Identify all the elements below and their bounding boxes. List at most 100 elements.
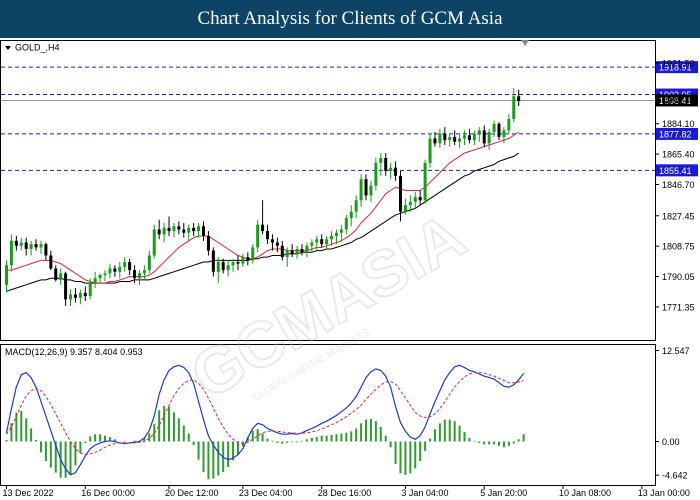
candle-body: [398, 175, 402, 212]
level-tag: [656, 164, 698, 177]
level-label: 1877.82: [659, 129, 692, 139]
current-price-tag: [656, 94, 698, 107]
signal-line: [6, 372, 524, 456]
macd-lines: [5, 364, 525, 476]
candle-body: [187, 227, 191, 233]
candle-body: [113, 268, 117, 272]
time-axis: 13 Dec 2022 16 Dec 00:00 20 Dec 12:00 23 De…: [3, 485, 690, 498]
candle-body: [344, 218, 348, 230]
candle-body: [236, 262, 240, 264]
candle-body: [487, 132, 491, 144]
price-tick-label: 1884.10: [662, 119, 695, 129]
candle-body: [502, 130, 506, 137]
candle-body: [201, 226, 205, 236]
time-tick-label: 28 Dec 16:00: [318, 488, 372, 498]
level-label: 1918.91: [659, 63, 692, 73]
candle-body: [349, 211, 353, 219]
candle-body: [157, 229, 161, 235]
candle-body: [334, 232, 338, 236]
candle-body: [418, 197, 422, 201]
price-tick-label: 1898.41: [662, 96, 695, 106]
candle-body: [93, 278, 97, 284]
candle-body: [83, 292, 87, 297]
candle-body: [261, 224, 265, 232]
candle-body: [438, 133, 442, 144]
candle-body: [507, 119, 511, 131]
candle-body: [290, 250, 294, 254]
price-tick-label: 1771.35: [662, 302, 695, 312]
candle-body: [9, 240, 13, 266]
price-tick-label: 1808.75: [662, 242, 695, 252]
candle-body: [19, 242, 23, 246]
price-panel-frame: [0, 40, 656, 341]
candle-body: [389, 167, 393, 171]
candle-body: [5, 265, 8, 285]
candle-body: [14, 240, 18, 246]
candle-body: [211, 250, 215, 272]
candle-body: [492, 123, 496, 132]
macd-panel-frame: [0, 344, 656, 486]
header-banner: Chart Analysis for Clients of GCM Asia: [0, 0, 700, 38]
candle-body: [88, 283, 92, 297]
candle-body: [472, 133, 476, 141]
candle-body: [310, 242, 314, 246]
candle-body: [512, 96, 516, 119]
macd-label: MACD(12,26,9) 9.357 8.404 0.953: [5, 347, 143, 357]
candle-body: [221, 262, 225, 271]
candle-body: [216, 262, 220, 272]
candle-body: [78, 292, 82, 298]
candle-body: [394, 167, 398, 176]
candle-body: [359, 179, 363, 201]
candle-body: [482, 130, 486, 144]
price-tick-label: 1846.70: [662, 180, 695, 190]
candle-body: [443, 133, 447, 141]
symbol-label: GOLD_,H4: [15, 43, 60, 53]
candle-body: [330, 236, 334, 240]
ma-slow-line: [6, 152, 519, 292]
candle-body: [280, 245, 284, 258]
price-tick-label: 1790.05: [662, 272, 695, 282]
time-tick-label: 20 Dec 12:00: [165, 488, 219, 498]
time-tick-label: 10 Jan 08:00: [559, 488, 611, 498]
candle-body: [54, 268, 58, 280]
level-label: 1855.41: [659, 166, 692, 176]
candle-body: [423, 162, 427, 201]
candle-body: [34, 244, 38, 248]
candle-body: [226, 265, 230, 271]
macd-axis: 12.547 0.00 -4.642: [655, 346, 690, 481]
time-tick-label: 16 Dec 00:00: [81, 488, 135, 498]
candle-body: [448, 136, 452, 141]
candle-body: [152, 229, 156, 256]
candle-body: [59, 273, 63, 280]
candle-body: [369, 185, 373, 196]
current-price-label: 1898.41: [659, 96, 692, 106]
candle-body: [275, 242, 279, 246]
candle-body: [463, 135, 467, 139]
candle-body: [497, 123, 501, 137]
dropdown-triangle-icon[interactable]: [5, 46, 11, 50]
candle-body: [300, 249, 304, 253]
candle-body: [408, 201, 412, 206]
macd-line: [5, 364, 525, 476]
candle-body: [354, 200, 358, 212]
shift-marker-icon[interactable]: [521, 40, 529, 46]
candle-body: [128, 262, 132, 271]
candle-body: [453, 136, 457, 142]
macd-tick-label: 0.00: [662, 437, 680, 447]
candle-body: [137, 273, 141, 279]
candle-body: [384, 158, 388, 171]
candle-body: [73, 294, 77, 298]
candle-body: [147, 255, 151, 271]
time-tick-label: 3 Jan 04:00: [401, 488, 448, 498]
candle-body: [467, 135, 471, 141]
candle-body: [24, 242, 28, 249]
candle-body: [231, 262, 235, 266]
candle-body: [29, 244, 33, 249]
time-tick-label: 13 Dec 2022: [3, 488, 54, 498]
candle-body: [241, 257, 245, 264]
candle-body: [108, 268, 112, 274]
moving-averages: [6, 131, 519, 292]
price-axis: 1771.35 1790.05 1808.75 1827.45 1846.70 1865.…: [655, 58, 695, 312]
candle-body: [69, 294, 73, 300]
